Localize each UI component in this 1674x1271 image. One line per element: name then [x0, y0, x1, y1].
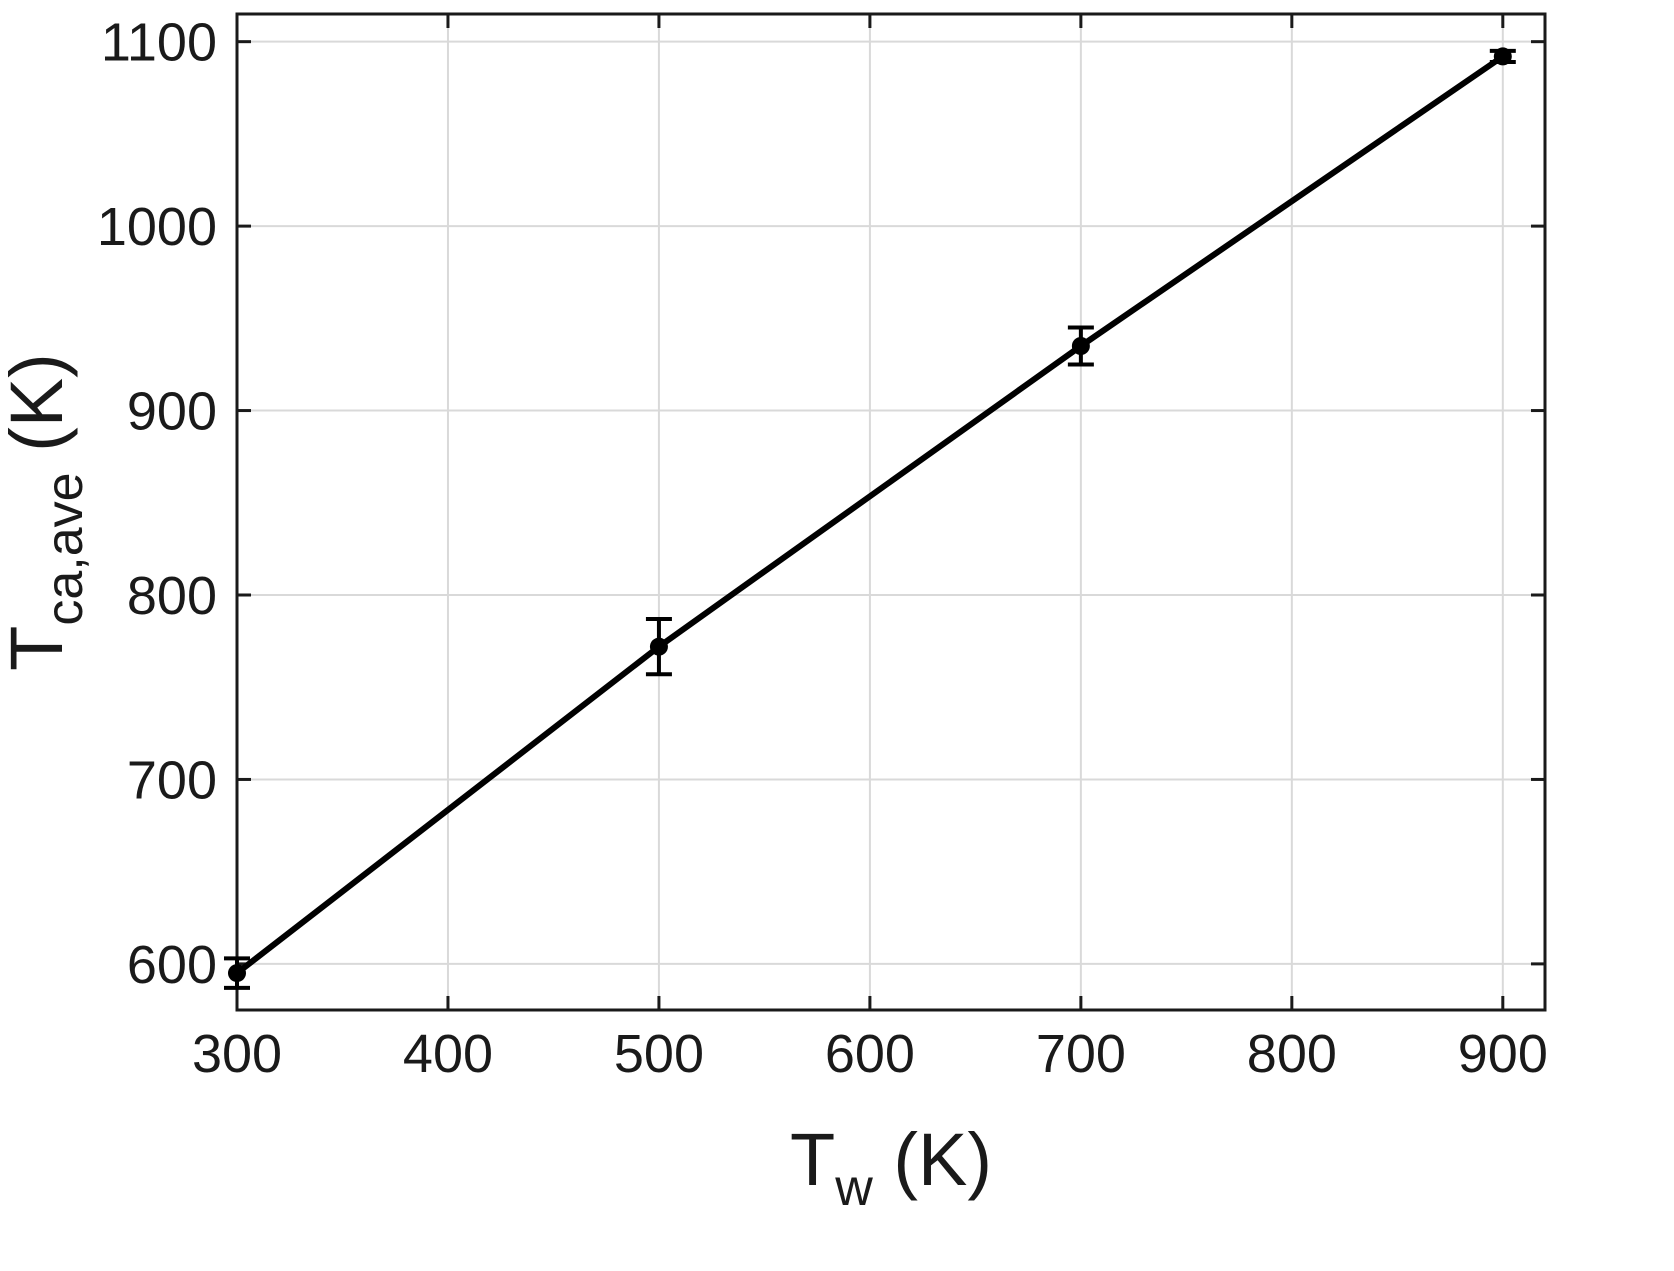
x-tick-label: 600 — [825, 1024, 915, 1084]
y-tick-label: 700 — [127, 750, 217, 810]
x-tick-label: 900 — [1458, 1024, 1548, 1084]
y-axis-label: Tca,ave (K) — [0, 353, 94, 671]
x-tick-label: 700 — [1036, 1024, 1126, 1084]
data-marker — [228, 964, 246, 983]
data-marker — [1071, 337, 1090, 355]
x-tick-label: 400 — [403, 1024, 493, 1084]
axes-box — [235, 12, 1547, 1012]
y-tick-label: 900 — [127, 381, 217, 441]
y-tick-label: 600 — [127, 935, 217, 995]
data-marker — [1493, 47, 1512, 66]
x-tick-label: 800 — [1247, 1024, 1337, 1084]
x-tick-label: 300 — [192, 1024, 282, 1084]
y-tick-label: 1000 — [97, 197, 217, 257]
data-line — [234, 53, 1506, 977]
x-axis-label: Tw (K) — [790, 1118, 992, 1217]
x-tick-label: 500 — [614, 1024, 704, 1084]
data-marker — [649, 637, 668, 656]
y-tick-label: 800 — [127, 566, 217, 626]
y-tick-label: 1100 — [101, 13, 217, 73]
